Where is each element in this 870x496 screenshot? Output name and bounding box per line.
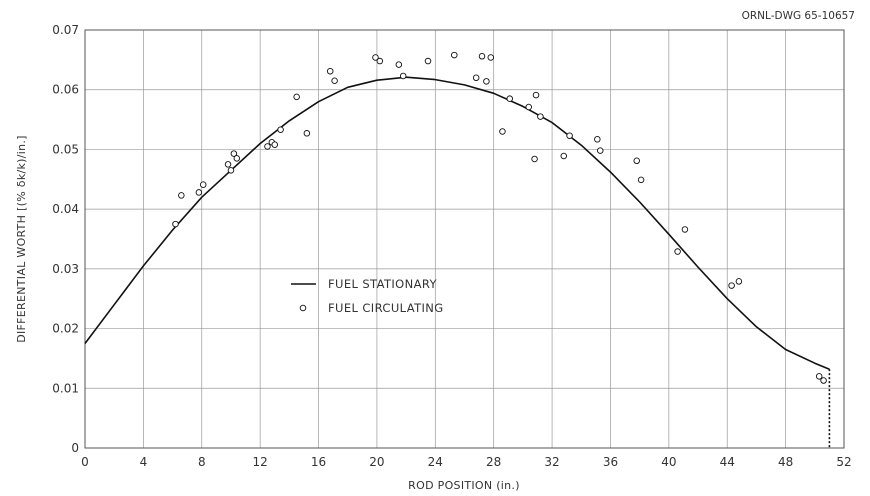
data-point-fuel-circulating [594, 136, 601, 143]
data-point-fuel-circulating [376, 57, 384, 65]
data-point-fuel-circulating [487, 54, 495, 61]
data-point-fuel-circulating [596, 147, 604, 154]
legend-label-fuel-stationary: FUEL STATIONARY [328, 277, 438, 291]
data-point-fuel-circulating [735, 278, 743, 285]
data-point-fuel-circulating [728, 282, 735, 289]
data-point-fuel-circulating [230, 150, 238, 157]
x-tick-label: 36 [603, 455, 618, 469]
x-tick-label: 20 [369, 455, 384, 469]
y-tick-label: 0.04 [52, 202, 79, 216]
legend-marker-swatch [299, 304, 307, 312]
data-point-fuel-circulating [506, 95, 513, 102]
data-point-fuel-circulating [472, 74, 480, 82]
data-point-fuel-circulating [224, 161, 232, 168]
data-point-fuel-circulating [637, 176, 645, 184]
x-tick-label: 12 [253, 455, 268, 469]
grid [85, 30, 844, 448]
drawing-number: ORNL-DWG 65-10657 [742, 10, 855, 22]
data-point-fuel-circulating [271, 141, 279, 148]
data-point-fuel-circulating [399, 72, 407, 80]
data-point-fuel-circulating [372, 54, 379, 61]
data-point-fuel-circulating [478, 53, 486, 60]
data-point-fuel-circulating [483, 78, 490, 85]
x-tick-label: 28 [486, 455, 501, 469]
data-point-fuel-circulating [633, 157, 640, 165]
data-point-fuel-circulating [331, 77, 338, 85]
series [84, 51, 831, 448]
x-tick-label: 0 [81, 455, 89, 469]
y-tick-label: 0 [71, 441, 79, 455]
x-tick-label: 16 [311, 455, 326, 469]
x-tick-label: 4 [140, 455, 148, 469]
tick-labels: 0 4 8 12 16 20 24 28 32 36 40 44 48 5200.010.020.030.… [52, 23, 851, 469]
x-tick-label: 52 [836, 455, 851, 469]
series-line-fuel-stationary [84, 76, 830, 370]
data-point-fuel-circulating [395, 61, 403, 68]
data-point-fuel-circulating [424, 57, 432, 65]
y-tick-label: 0.03 [52, 262, 79, 276]
data-point-fuel-circulating [560, 152, 568, 160]
y-tick-label: 0.06 [52, 83, 79, 97]
y-tick-label: 0.01 [52, 381, 79, 395]
data-point-fuel-circulating [199, 181, 207, 188]
x-tick-label: 32 [544, 455, 559, 469]
data-point-fuel-circulating [531, 155, 538, 163]
data-point-fuel-circulating [277, 126, 284, 133]
x-tick-label: 48 [778, 455, 793, 469]
data-point-fuel-circulating [326, 67, 334, 75]
data-point-fuel-circulating [233, 155, 241, 162]
data-point-fuel-circulating [499, 128, 506, 135]
legend-label-fuel-circulating: FUEL CIRCULATING [328, 301, 444, 315]
data-point-fuel-circulating [674, 248, 681, 255]
data-point-fuel-circulating [178, 192, 185, 199]
y-tick-label: 0.02 [52, 322, 79, 336]
data-point-fuel-circulating [525, 103, 532, 111]
data-point-fuel-circulating [451, 51, 458, 59]
data-point-fuel-circulating [172, 220, 179, 228]
y-tick-label: 0.05 [52, 142, 79, 156]
data-point-fuel-circulating [227, 167, 235, 174]
data-point-fuel-circulating [303, 130, 311, 137]
x-tick-label: 44 [720, 455, 735, 469]
data-point-fuel-circulating [293, 93, 300, 101]
data-point-fuel-circulating [532, 91, 540, 99]
data-point-fuel-circulating [537, 113, 544, 120]
data-point-fuel-circulating [681, 226, 689, 233]
x-tick-label: 40 [661, 455, 676, 469]
legend: FUEL STATIONARY FUEL CIRCULATING [291, 277, 444, 315]
plot-frame [84, 29, 845, 449]
data-point-fuel-circulating [820, 377, 827, 384]
x-tick-label: 8 [198, 455, 206, 469]
data-point-fuel-circulating [195, 189, 203, 196]
y-axis-title: DIFFERENTIAL WORTH [(% δk/k)/in.] [15, 135, 28, 343]
x-axis-title: ROD POSITION (in.) [408, 479, 520, 492]
data-point-fuel-circulating [566, 132, 573, 139]
x-tick-label: 24 [428, 455, 443, 469]
data-point-fuel-circulating [815, 373, 823, 380]
data-point-fuel-circulating [264, 143, 271, 150]
y-tick-label: 0.07 [52, 23, 79, 37]
